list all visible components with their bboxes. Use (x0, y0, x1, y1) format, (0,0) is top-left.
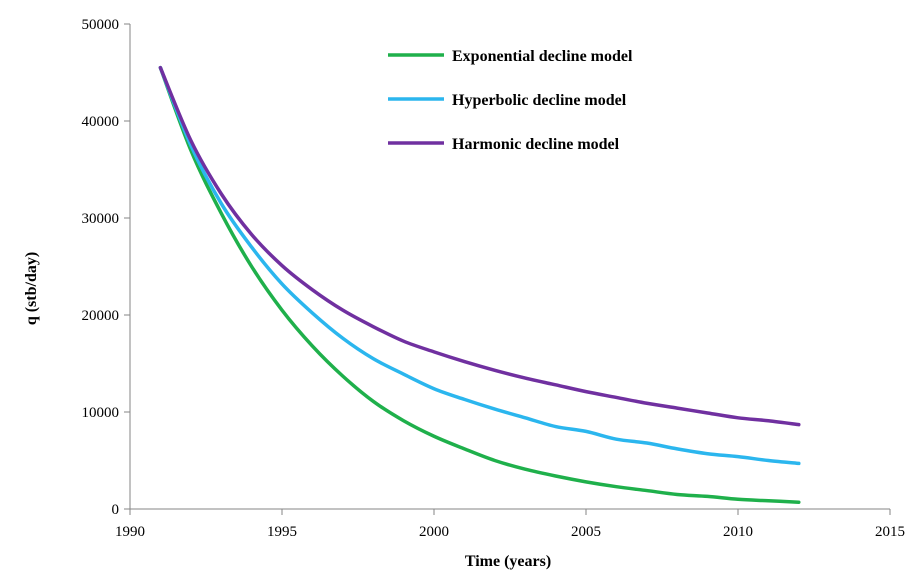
x-tick-label: 1990 (115, 524, 145, 540)
y-tick-label: 20000 (82, 308, 120, 324)
y-tick-label: 0 (112, 502, 120, 518)
series-line-hyperbolic-decline-model (158, 65, 801, 466)
legend-label: Exponential decline model (452, 48, 633, 65)
x-axis-title: Time (years) (465, 553, 551, 570)
y-ticks: 0 10000 20000 30000 40000 50000 (82, 17, 130, 518)
series-line-exponential-decline-model (158, 65, 801, 504)
x-tick-label: 2010 (723, 524, 753, 540)
x-tick-label: 2005 (571, 524, 601, 540)
x-tick-label: 1995 (267, 524, 297, 540)
x-tick-label: 2015 (875, 524, 905, 540)
y-axis-title: q (stb/day) (23, 252, 40, 325)
legend-label: Hyperbolic decline model (452, 92, 627, 109)
y-tick-label: 30000 (82, 211, 120, 227)
axes (129, 24, 890, 510)
series-line-harmonic-decline-model (158, 65, 801, 427)
legend-label: Harmonic decline model (452, 136, 620, 153)
legend: Exponential decline model Hyperbolic decl… (388, 48, 633, 153)
series-layer (158, 65, 801, 504)
y-tick-label: 50000 (82, 17, 120, 33)
x-tick-label: 2000 (419, 524, 449, 540)
y-tick-label: 10000 (82, 405, 120, 421)
y-tick-label: 40000 (82, 114, 120, 130)
x-ticks: 1990 1995 2000 2005 2010 2015 (115, 509, 905, 540)
